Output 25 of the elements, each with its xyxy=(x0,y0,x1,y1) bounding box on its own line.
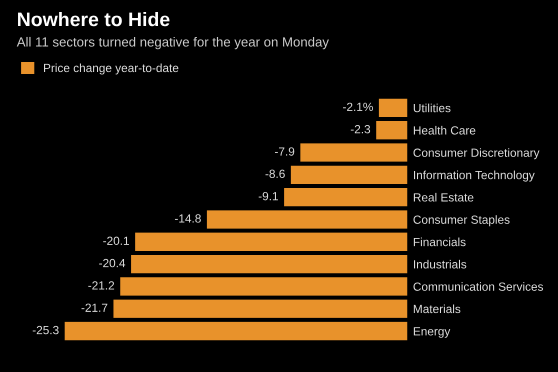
y-tick-label: Communication Services xyxy=(413,282,544,291)
data-label: -21.7 xyxy=(82,304,108,312)
data-label: -20.1 xyxy=(103,236,129,245)
y-tick-label: Energy xyxy=(414,327,450,338)
data-label: -20.4 xyxy=(99,258,126,268)
y-tick-label: Real Estate xyxy=(414,192,474,202)
data-label: -2.1% xyxy=(343,102,373,112)
data-label: -9.1 xyxy=(258,192,278,200)
chart-subtitle: All 11 sectors turned negative for the year on Monday xyxy=(16,36,329,50)
data-label: -7.9 xyxy=(274,147,294,156)
y-tick-label: Utilities xyxy=(414,104,451,112)
y-tick-label: Information Technology xyxy=(414,170,535,182)
y-tick-label: Industrials xyxy=(414,260,466,269)
y-tick-label: Financials xyxy=(414,238,466,246)
data-label: -14.8 xyxy=(174,214,201,223)
chart-title: Nowhere to Hide xyxy=(18,12,170,26)
data-label: -21.2 xyxy=(88,281,114,290)
y-tick-label: Health Care xyxy=(414,126,476,135)
legend-label: Price change year-to-date xyxy=(44,63,178,74)
y-tick-label: Consumer Staples xyxy=(413,215,510,226)
y-tick-label: Consumer Discretionary xyxy=(413,148,540,160)
data-label: -2.3 xyxy=(350,125,370,134)
data-label: -25.3 xyxy=(32,326,59,334)
data-label: -8.6 xyxy=(266,170,285,178)
y-tick-label: Materials xyxy=(414,304,460,314)
